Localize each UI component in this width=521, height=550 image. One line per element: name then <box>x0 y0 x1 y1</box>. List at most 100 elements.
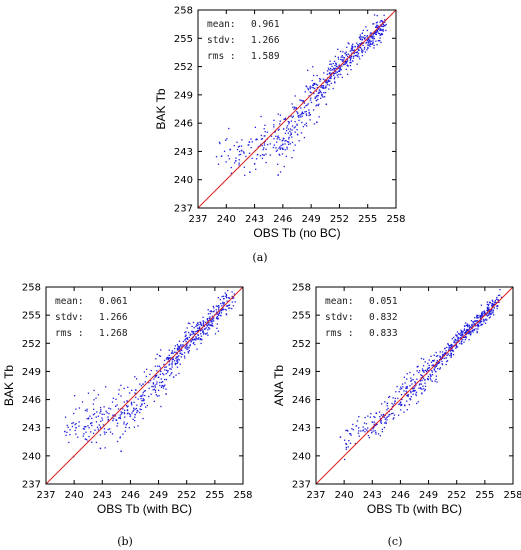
scatter-point <box>291 129 293 131</box>
scatter-point <box>192 338 194 341</box>
x-tick-label: 249 <box>302 214 321 225</box>
scatter-point <box>314 87 316 90</box>
scatter-point <box>176 362 178 364</box>
scatter-point <box>368 436 371 439</box>
scatter-point <box>406 373 408 375</box>
scatter-point <box>167 358 170 361</box>
scatter-point <box>211 311 213 313</box>
scatter-point <box>338 73 340 76</box>
scatter-point <box>119 436 121 438</box>
scatter-point <box>488 313 490 315</box>
scatter-point <box>377 31 379 33</box>
scatter-point <box>450 356 452 358</box>
scatter-point <box>397 397 399 400</box>
scatter-point <box>175 362 177 365</box>
scatter-point <box>66 424 68 427</box>
scatter-point <box>263 144 266 146</box>
scatter-point <box>325 82 327 84</box>
scatter-point <box>492 312 494 314</box>
scatter-point <box>100 420 102 423</box>
scatter-point <box>379 37 381 39</box>
scatter-point <box>479 315 481 318</box>
scatter-point <box>111 433 114 435</box>
scatter-point <box>377 28 380 30</box>
scatter-point <box>160 381 163 384</box>
scatter-point <box>476 330 478 332</box>
scatter-point <box>173 360 176 362</box>
scatter-point <box>341 60 344 62</box>
scatter-point <box>265 161 267 164</box>
scatter-point <box>97 415 100 417</box>
scatter-point <box>306 104 308 106</box>
scatter-point <box>353 49 355 51</box>
scatter-point <box>104 433 106 435</box>
scatter-point <box>150 393 152 395</box>
scatter-point <box>334 68 336 70</box>
scatter-point <box>415 402 418 405</box>
scatter-point <box>483 312 485 315</box>
scatter-point <box>366 35 369 37</box>
scatter-point <box>156 383 158 385</box>
scatter-point <box>315 90 318 92</box>
scatter-point <box>464 339 467 341</box>
scatter-point <box>477 326 479 328</box>
scatter-point <box>334 81 336 83</box>
scatter-point <box>318 77 321 80</box>
scatter-point <box>429 377 432 379</box>
scatter-point <box>145 368 148 370</box>
scatter-point <box>308 109 310 111</box>
scatter-point <box>357 52 360 55</box>
scatter-point <box>98 424 100 426</box>
scatter-point <box>118 417 120 419</box>
scatter-point <box>133 409 135 411</box>
scatter-point <box>273 124 275 126</box>
scatter-point <box>472 322 475 324</box>
scatter-point <box>481 323 484 326</box>
scatter-point <box>409 398 412 400</box>
scatter-point <box>450 354 452 356</box>
scatter-point <box>345 61 348 63</box>
scatter-point <box>143 371 146 373</box>
scatter-point <box>248 152 251 154</box>
scatter-point <box>318 92 321 94</box>
scatter-point <box>171 366 173 368</box>
scatter-point <box>85 425 87 428</box>
scatter-point <box>375 431 377 434</box>
scatter-point <box>231 301 233 303</box>
scatter-point <box>466 330 468 332</box>
scatter-point <box>413 374 415 376</box>
scatter-point <box>349 442 352 444</box>
scatter-point <box>142 417 144 420</box>
scatter-point <box>153 400 156 402</box>
scatter-point <box>302 99 304 102</box>
scatter-point <box>181 346 183 348</box>
scatter-point <box>288 136 290 139</box>
scatter-point <box>301 113 303 115</box>
scatter-point <box>184 346 186 348</box>
scatter-point <box>159 373 162 376</box>
scatter-point <box>64 416 67 418</box>
scatter-point <box>489 302 491 304</box>
scatter-point <box>206 318 208 321</box>
scatter-point <box>483 312 486 314</box>
scatter-point <box>310 92 312 94</box>
y-axis-label: BAK Tb <box>2 365 16 406</box>
scatter-point <box>380 422 383 425</box>
scatter-point <box>283 118 285 120</box>
scatter-point <box>165 366 167 368</box>
scatter-point <box>325 103 328 106</box>
scatter-point <box>157 389 160 391</box>
scatter-point <box>153 385 155 388</box>
scatter-point <box>266 143 269 146</box>
scatter-point <box>480 323 483 325</box>
scatter-point <box>481 311 483 314</box>
scatter-point <box>362 29 364 32</box>
scatter-point <box>189 344 191 346</box>
scatter-point <box>305 114 308 116</box>
scatter-point <box>120 450 122 452</box>
scatter-point <box>478 325 480 327</box>
scatter-point <box>305 105 307 107</box>
scatter-point <box>207 329 209 331</box>
scatter-point <box>322 86 324 88</box>
scatter-point <box>313 74 315 77</box>
